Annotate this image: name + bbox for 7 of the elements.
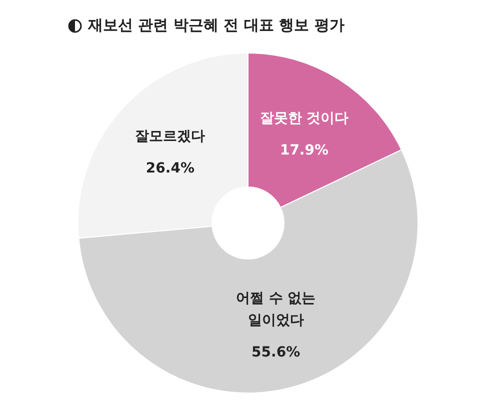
chart-title: 재보선 관련 박근혜 전 대표 행보 평가 xyxy=(87,16,344,34)
data-label: 26.4% xyxy=(146,160,194,177)
data-label: 17.9% xyxy=(280,142,329,159)
data-label: 55.6% xyxy=(252,344,300,360)
slice-label: 어쩔 수 없는 일이었다 xyxy=(236,290,316,328)
slice-label: 잘모르겠다 xyxy=(135,128,206,145)
slice-label: 잘못한 것이다 xyxy=(260,110,349,127)
